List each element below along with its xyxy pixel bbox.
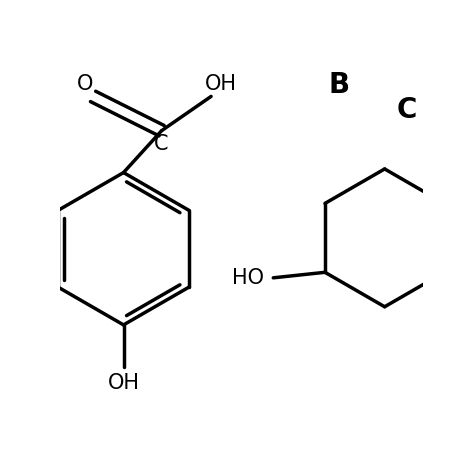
Text: C: C [154,134,169,154]
Text: B: B [329,71,350,99]
Text: OH: OH [107,374,139,393]
Text: HO: HO [232,268,264,288]
Text: O: O [77,73,93,94]
Text: C: C [397,97,417,124]
Text: OH: OH [205,73,237,94]
